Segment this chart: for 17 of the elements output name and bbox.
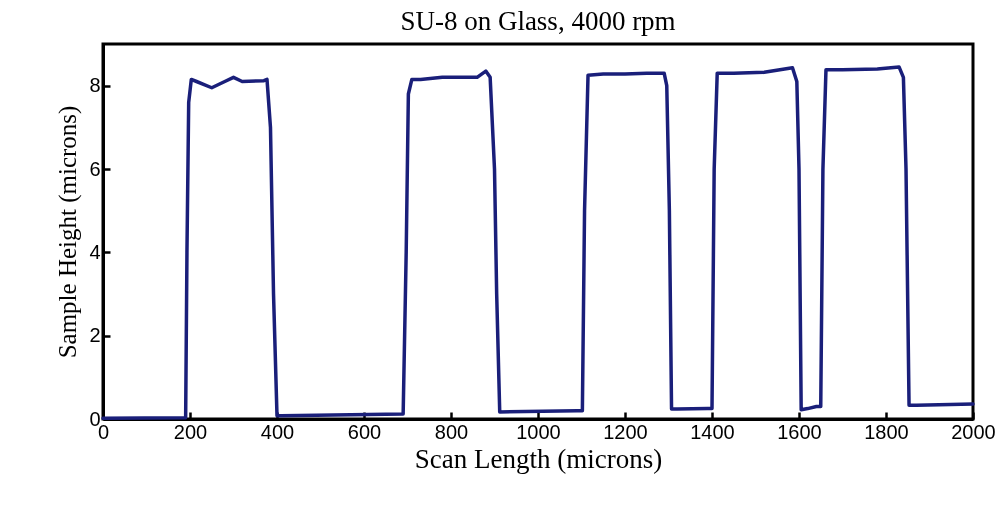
x-axis-title: Scan Length (microns) <box>414 443 663 474</box>
x-tick-label: 1200 <box>603 420 648 443</box>
x-tick-label: 1000 <box>516 420 561 443</box>
x-tick-label: 1400 <box>690 420 735 443</box>
y-tick-label: 8 <box>89 74 101 97</box>
y-axis-title: Sample Height (microns) <box>54 105 83 359</box>
x-tick-label: 400 <box>260 420 295 443</box>
x-tick-label: 600 <box>347 420 382 443</box>
x-tick-label: 200 <box>173 420 208 443</box>
x-tick-label: 2000 <box>951 420 996 443</box>
x-tick-label: 1600 <box>777 420 822 443</box>
x-tick-label: 800 <box>434 420 469 443</box>
x-tick-label: 1800 <box>864 420 909 443</box>
y-tick-label: 4 <box>89 240 101 263</box>
chart-title: SU-8 on Glass, 4000 rpm <box>400 6 676 36</box>
y-tick-label: 2 <box>89 324 101 347</box>
y-tick-label: 6 <box>89 157 101 180</box>
